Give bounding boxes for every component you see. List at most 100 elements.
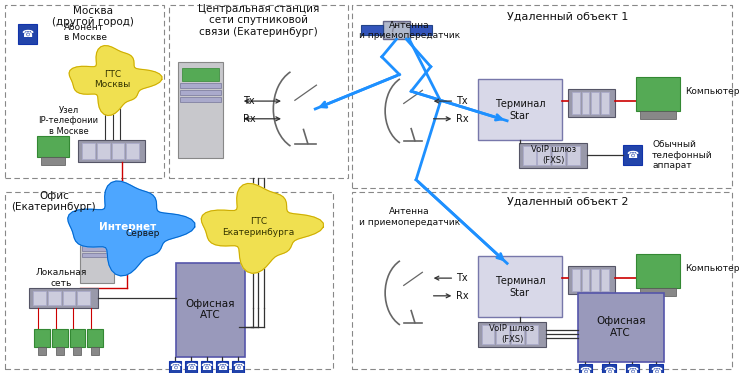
Bar (382, 21, 410, 39)
Bar (568, 89, 615, 117)
Bar (478, 79, 562, 140)
Text: ☎: ☎ (650, 365, 662, 376)
Bar (17, 24, 38, 44)
Text: ☎: ☎ (170, 362, 182, 371)
Bar (78, 140, 145, 162)
Bar (91, 347, 99, 355)
Text: Тх: Тх (456, 273, 468, 283)
Bar (362, 25, 382, 35)
Bar (601, 269, 609, 291)
Bar (640, 288, 676, 296)
Bar (578, 293, 664, 362)
Text: Офисная
АТС: Офисная АТС (186, 299, 236, 320)
Bar (80, 217, 113, 283)
Bar (478, 256, 562, 317)
Text: Терминал
Star: Терминал Star (494, 99, 545, 121)
Bar (185, 361, 196, 373)
Bar (636, 76, 680, 111)
Bar (126, 143, 139, 159)
Bar (5, 5, 164, 178)
Text: VoIP шлюз
(FXS): VoIP шлюз (FXS) (490, 324, 535, 344)
Bar (410, 25, 432, 35)
Bar (38, 347, 46, 355)
Bar (478, 322, 546, 347)
Text: Удаленный объект 2: Удаленный объект 2 (507, 196, 628, 206)
Text: Сервер: Сервер (125, 229, 160, 238)
Text: Rx: Rx (243, 114, 256, 124)
Text: Антенна
и приемопередатчик: Антенна и приемопередатчик (358, 208, 460, 227)
Bar (578, 364, 592, 376)
Bar (41, 157, 64, 165)
Bar (352, 192, 732, 368)
Bar (640, 111, 676, 119)
Bar (70, 329, 86, 347)
Bar (519, 143, 587, 168)
Bar (591, 269, 599, 291)
Text: Офис
(Екатеринбург): Офис (Екатеринбург) (11, 191, 96, 212)
Bar (87, 329, 103, 347)
Bar (180, 83, 221, 88)
Text: ☎: ☎ (200, 362, 213, 371)
Text: Интернет: Интернет (99, 222, 156, 232)
Bar (636, 253, 680, 288)
Text: VoIP шлюз
(FXS): VoIP шлюз (FXS) (530, 146, 576, 165)
Bar (178, 62, 224, 158)
Text: ☎: ☎ (216, 362, 228, 371)
Bar (216, 361, 228, 373)
Text: Компьютер: Компьютер (686, 87, 740, 96)
Bar (84, 223, 110, 237)
Bar (601, 92, 609, 114)
Bar (496, 325, 509, 344)
Bar (34, 329, 50, 347)
Bar (526, 325, 538, 344)
Bar (482, 325, 494, 344)
Bar (232, 361, 244, 373)
Bar (82, 239, 112, 244)
Text: ☎: ☎ (232, 362, 244, 371)
Polygon shape (69, 45, 162, 115)
Bar (182, 68, 219, 82)
Text: Удаленный объект 1: Удаленный объект 1 (507, 12, 628, 21)
Bar (511, 325, 524, 344)
Text: Компьютер: Компьютер (686, 264, 740, 273)
Text: ГТС
Москвы: ГТС Москвы (94, 70, 130, 89)
Bar (74, 347, 81, 355)
Bar (180, 90, 221, 95)
Bar (170, 5, 347, 178)
Text: Абонент
в Москве: Абонент в Москве (64, 23, 106, 42)
Text: Обычный
телефонный
аппарат: Обычный телефонный аппарат (652, 140, 712, 170)
Bar (581, 92, 590, 114)
Bar (649, 364, 663, 376)
Text: Терминал
Star: Терминал Star (494, 276, 545, 298)
Bar (33, 291, 46, 305)
Bar (48, 291, 61, 305)
Text: ☎: ☎ (603, 365, 615, 376)
Bar (352, 5, 732, 188)
Text: ☎: ☎ (626, 365, 638, 376)
Bar (170, 361, 181, 373)
Text: ☎: ☎ (626, 150, 638, 160)
Bar (82, 246, 112, 250)
Bar (176, 263, 244, 357)
Bar (180, 97, 221, 102)
Text: Rx: Rx (456, 291, 469, 301)
Bar (201, 361, 212, 373)
Text: ГТС
Екатеринбурга: ГТС Екатеринбурга (222, 217, 295, 237)
Text: Rx: Rx (456, 114, 469, 124)
Text: Антенна
и приемопередатчик: Антенна и приемопередатчик (358, 21, 460, 40)
Bar (112, 143, 125, 159)
Text: Москва
(другой город): Москва (другой город) (52, 6, 134, 27)
Bar (567, 146, 580, 165)
Bar (97, 143, 109, 159)
Text: Тх: Тх (243, 96, 254, 106)
Bar (581, 269, 590, 291)
Text: Тх: Тх (456, 96, 468, 106)
Polygon shape (68, 181, 195, 276)
Bar (538, 146, 550, 165)
Text: ☎: ☎ (21, 29, 34, 39)
Bar (568, 266, 615, 294)
Bar (626, 364, 639, 376)
Polygon shape (201, 183, 323, 273)
Bar (82, 143, 95, 159)
Bar (77, 291, 90, 305)
